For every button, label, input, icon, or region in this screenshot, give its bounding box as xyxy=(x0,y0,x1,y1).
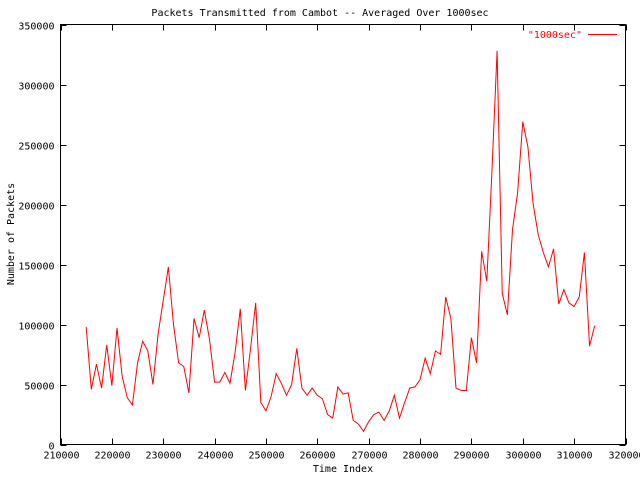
chart-title: Packets Transmitted from Cambot -- Avera… xyxy=(151,8,488,19)
plot-frame xyxy=(60,24,626,445)
x-tick-label: 290000 xyxy=(453,451,489,462)
y-tick-label: 250000 xyxy=(18,142,54,153)
x-tick-label: 250000 xyxy=(248,451,284,462)
y-tick-label: 150000 xyxy=(18,262,54,273)
y-tick-label: 350000 xyxy=(18,22,54,33)
y-tick-label: 0 xyxy=(48,442,54,453)
legend: "1000sec" xyxy=(528,30,617,41)
x-tick-label: 240000 xyxy=(197,451,233,462)
x-tick-label: 310000 xyxy=(556,451,592,462)
x-tick-label: 220000 xyxy=(94,451,130,462)
x-tick-label: 210000 xyxy=(43,451,79,462)
x-tick-label: 300000 xyxy=(505,451,541,462)
y-tick-label: 300000 xyxy=(18,82,54,93)
series-line xyxy=(85,50,596,433)
y-tick-label: 200000 xyxy=(18,202,54,213)
x-tick-label: 230000 xyxy=(145,451,181,462)
x-tick-label: 260000 xyxy=(299,451,335,462)
y-tick-label: 100000 xyxy=(18,322,54,333)
series-group xyxy=(85,50,596,433)
x-axis-label: Time Index xyxy=(313,464,373,475)
x-tick-label: 320000 xyxy=(608,451,640,462)
y-axis-label: Number of Packets xyxy=(6,183,17,285)
x-tick-label: 280000 xyxy=(402,451,438,462)
y-tick-label: 50000 xyxy=(24,382,54,393)
axis-ticks: 0 50000 100000 150000 200000 250000 300000 3500… xyxy=(18,22,640,462)
x-tick-label: 270000 xyxy=(351,451,387,462)
legend-label: "1000sec" xyxy=(528,30,582,41)
